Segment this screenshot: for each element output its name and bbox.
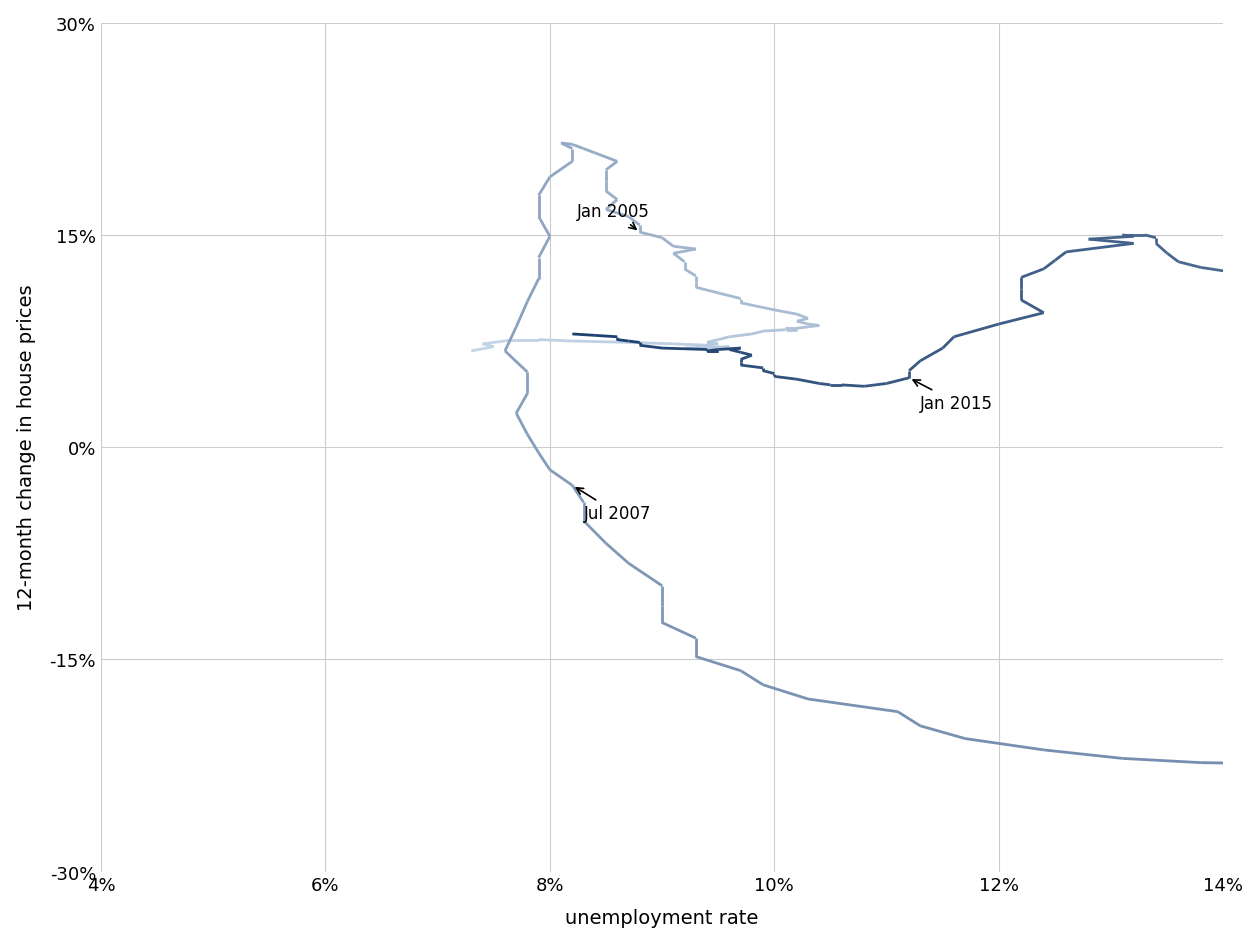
Text: Jan 2015: Jan 2015 <box>914 380 993 413</box>
Y-axis label: 12-month change in house prices: 12-month change in house prices <box>16 284 35 611</box>
X-axis label: unemployment rate: unemployment rate <box>566 908 759 927</box>
Text: Jan 2005: Jan 2005 <box>577 203 650 230</box>
Text: Jul 2007: Jul 2007 <box>576 488 651 523</box>
